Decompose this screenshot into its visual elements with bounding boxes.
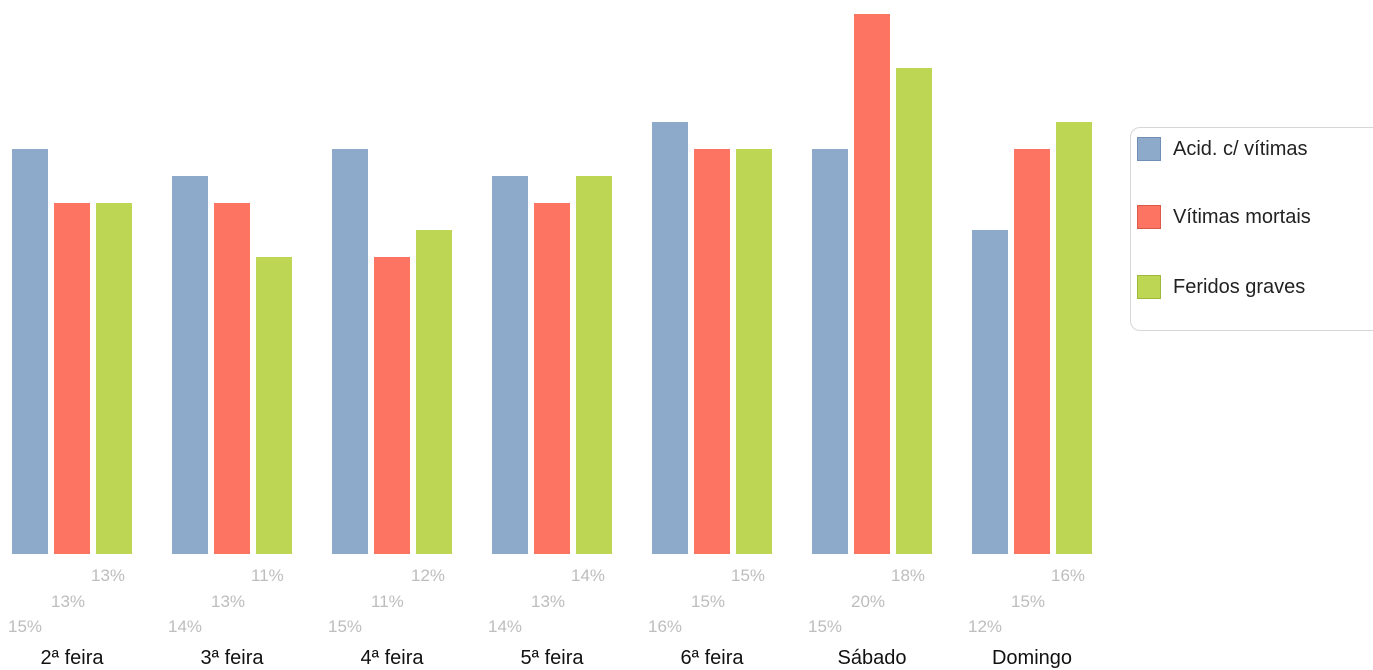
legend-label-feridos-graves: Feridos graves (1173, 275, 1306, 298)
data-label-1-2: 14% (168, 617, 202, 636)
bar-1-3 (332, 149, 368, 554)
legend-swatch-feridos-graves (1137, 275, 1161, 299)
data-label-3-4: 14% (571, 566, 605, 585)
bar-3-2 (256, 257, 292, 554)
data-label-3-6: 18% (891, 566, 925, 585)
bar-3-3 (416, 230, 452, 554)
bar-1-4 (492, 176, 528, 554)
legend-item-feridos-graves: Feridos graves (1137, 274, 1305, 300)
bar-3-7 (1056, 122, 1092, 554)
category-label-4: 5ª feira (521, 647, 585, 669)
legend-label-vitimas-mortais: Vítimas mortais (1173, 205, 1311, 228)
category-label-6: Sábado (838, 647, 907, 669)
data-label-2-2: 13% (211, 592, 245, 611)
legend-item-acid-vitimas: Acid. c/ vítimas (1137, 136, 1307, 162)
category-label-3: 4ª feira (361, 647, 425, 669)
bar-3-4 (576, 176, 612, 554)
bar-2-5 (694, 149, 730, 554)
data-label-3-5: 15% (731, 566, 765, 585)
legend-swatch-vitimas-mortais (1137, 205, 1161, 229)
bar-3-6 (896, 68, 932, 554)
bar-2-6 (854, 14, 890, 554)
data-label-1-7: 12% (968, 617, 1002, 636)
data-label-3-2: 11% (251, 566, 284, 585)
category-label-2: 3ª feira (201, 647, 265, 669)
data-label-1-5: 16% (648, 617, 682, 636)
data-label-2-1: 13% (51, 592, 85, 611)
category-label-1: 2ª feira (41, 647, 105, 669)
data-label-1-4: 14% (488, 617, 522, 636)
data-label-1-1: 15% (8, 617, 42, 636)
bar-3-5 (736, 149, 772, 554)
data-label-1-6: 15% (808, 617, 842, 636)
bar-1-1 (12, 149, 48, 554)
data-label-2-6: 20% (851, 592, 885, 611)
chart-legend: Acid. c/ vítimas Vítimas mortais Feridos… (1130, 127, 1373, 331)
bar-2-3 (374, 257, 410, 554)
bar-1-6 (812, 149, 848, 554)
legend-swatch-acid-vitimas (1137, 137, 1161, 161)
category-label-5: 6ª feira (681, 647, 745, 669)
data-label-3-7: 16% (1051, 566, 1085, 585)
data-label-1-3: 15% (328, 617, 362, 636)
bar-2-1 (54, 203, 90, 554)
data-label-3-3: 12% (411, 566, 445, 585)
bar-1-2 (172, 176, 208, 554)
category-label-7: Domingo (992, 647, 1072, 669)
data-label-2-7: 15% (1011, 592, 1045, 611)
data-label-2-4: 13% (531, 592, 565, 611)
data-label-3-1: 13% (91, 566, 125, 585)
data-label-2-5: 15% (691, 592, 725, 611)
data-label-2-3: 11% (371, 592, 404, 611)
bar-3-1 (96, 203, 132, 554)
bar-2-2 (214, 203, 250, 554)
legend-item-vitimas-mortais: Vítimas mortais (1137, 204, 1311, 230)
bar-2-4 (534, 203, 570, 554)
bar-2-7 (1014, 149, 1050, 554)
bar-1-5 (652, 122, 688, 554)
legend-label-acid-vitimas: Acid. c/ vítimas (1173, 137, 1308, 160)
bar-1-7 (972, 230, 1008, 554)
